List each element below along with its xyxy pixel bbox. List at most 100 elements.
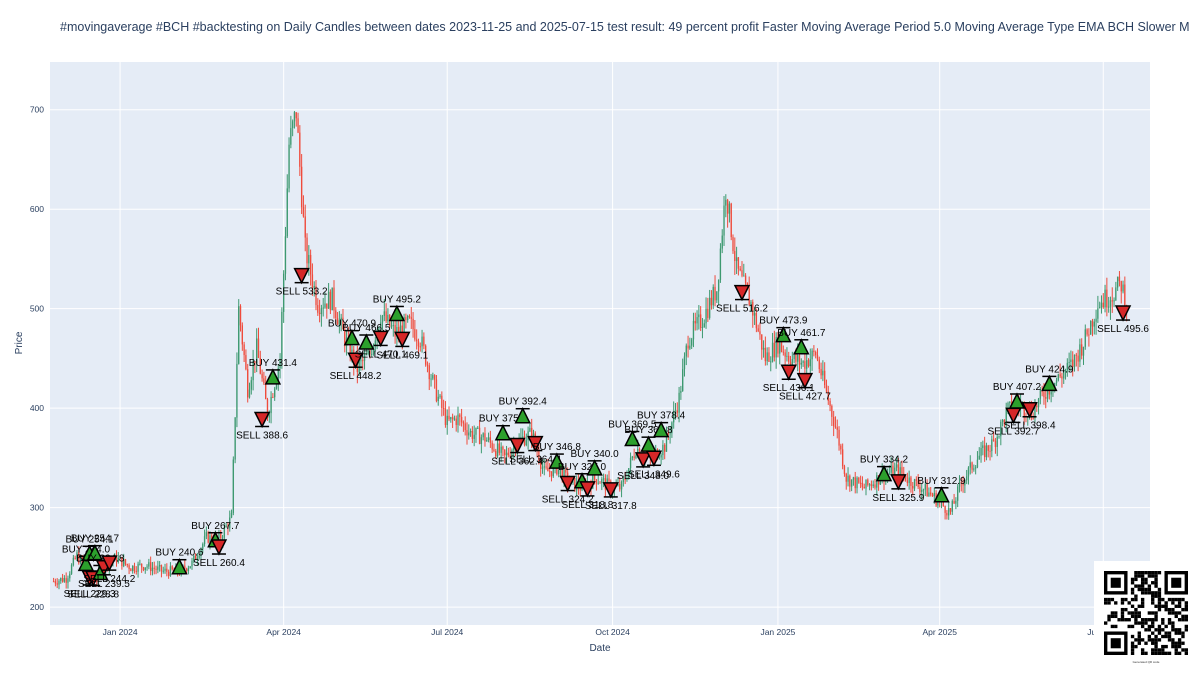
sell-triangle (602, 482, 619, 499)
qr-module (1137, 584, 1141, 588)
candle-body (243, 344, 245, 356)
buy-triangle (652, 420, 670, 438)
candle-body (52, 581, 55, 583)
qr-module (1157, 631, 1162, 635)
qr-module (1157, 597, 1162, 602)
qr-module (1164, 634, 1168, 639)
trade-label: SELL 318.8 (561, 500, 613, 511)
qr-module (1144, 651, 1148, 655)
candle-body (806, 360, 808, 369)
qr-module (1107, 601, 1111, 605)
candle-body (732, 237, 734, 252)
candle-body (513, 445, 515, 451)
qr-module (1154, 581, 1158, 585)
qr-module (1144, 641, 1148, 645)
candle-body (471, 431, 474, 440)
candle-body (79, 557, 82, 564)
qr-module (1130, 634, 1135, 639)
sell-marker: SELL 388.6 (236, 411, 288, 441)
qr-module (1140, 618, 1145, 622)
candle-body (331, 287, 333, 311)
qr-module (1161, 634, 1165, 639)
candle-body (550, 471, 553, 477)
candle-body (155, 568, 157, 570)
candle-body (629, 457, 632, 469)
candle-body (410, 317, 412, 319)
buy-marker: BUY 407.2 (993, 382, 1042, 409)
qr-module (1130, 577, 1135, 582)
candle-body (965, 476, 968, 481)
qr-module (1157, 604, 1162, 608)
qr-module (1107, 614, 1111, 619)
candle-body (299, 132, 301, 167)
candle-body (318, 312, 321, 315)
buy-triangle (494, 424, 512, 441)
candle-body (468, 432, 470, 436)
qr-module (1161, 618, 1165, 622)
qr-module (1130, 641, 1135, 645)
y-tick-label: 500 (30, 304, 44, 314)
qr-module (1151, 648, 1155, 652)
qr-finder-core (1110, 577, 1121, 588)
candle-body (1032, 418, 1034, 420)
qr-module (1147, 584, 1152, 588)
qr-module (1167, 607, 1172, 612)
qr-module (1174, 651, 1178, 655)
candle-body (915, 479, 918, 481)
candle-body (845, 473, 847, 482)
candle-body (482, 433, 484, 438)
x-axis-ticks: Jan 2024 Apr 2024 Jul 2024 Oct 2024 Jan 2025… (103, 627, 1120, 637)
qr-module (1144, 591, 1148, 595)
qr-module (1114, 614, 1118, 619)
trade-label: SELL 228.8 (67, 589, 119, 600)
candle-body (496, 443, 499, 457)
qr-module (1144, 621, 1148, 625)
qr-module (1154, 584, 1158, 588)
candle-body (1082, 346, 1085, 356)
qr-module (1147, 571, 1152, 575)
candle-body (1070, 359, 1072, 362)
candle-body (311, 274, 314, 288)
candle-body (897, 464, 900, 477)
candle-body (60, 577, 62, 581)
candle-body (450, 417, 452, 420)
candle-body (1043, 392, 1045, 398)
candle-body (633, 456, 635, 458)
sell-marker: SELL 317.8 (585, 482, 637, 512)
candle-body (378, 327, 380, 331)
candle-body (687, 345, 689, 349)
qr-module (1137, 634, 1141, 639)
x-tick-label: Apr 2024 (266, 627, 301, 637)
candle-body (522, 436, 524, 438)
qr-module (1177, 644, 1182, 649)
candle-body (128, 565, 130, 570)
qr-module (1167, 611, 1172, 615)
buy-marker: BUY 312.9 (917, 476, 966, 503)
candle-body (67, 578, 69, 583)
candle-body (797, 355, 799, 362)
qr-module (1174, 631, 1178, 635)
candle-body (525, 440, 527, 446)
candle-body (259, 357, 261, 374)
candle-body (622, 479, 625, 483)
sell-triangle (347, 352, 364, 369)
candle-body (719, 248, 722, 280)
candle-body (1041, 390, 1043, 393)
candle-body (548, 471, 551, 473)
candle-body (773, 342, 776, 358)
buy-triangle (86, 544, 104, 561)
candle-body (1102, 302, 1104, 308)
qr-module (1127, 601, 1131, 605)
qr-module (1157, 624, 1162, 629)
sell-marker: SELL 324.2 (542, 475, 594, 506)
buy-triangle (586, 459, 603, 476)
candle-body (755, 312, 758, 329)
candle-body (861, 483, 864, 487)
candle-body (225, 525, 227, 528)
candle-body (692, 320, 695, 340)
candle-body (270, 396, 272, 414)
qr-finder-core (1171, 577, 1182, 588)
buy-triangle (358, 333, 375, 350)
candle-body (978, 455, 980, 460)
candle-body (229, 517, 231, 529)
